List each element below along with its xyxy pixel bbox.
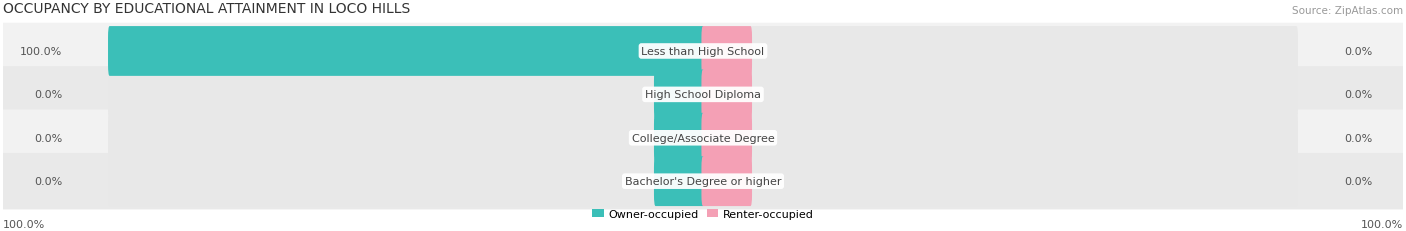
Text: 100.0%: 100.0% [3,219,45,229]
Text: 0.0%: 0.0% [1344,90,1372,100]
Text: Bachelor's Degree or higher: Bachelor's Degree or higher [624,176,782,186]
Text: High School Diploma: High School Diploma [645,90,761,100]
FancyBboxPatch shape [108,157,704,206]
Text: 0.0%: 0.0% [34,176,62,186]
FancyBboxPatch shape [702,70,1298,120]
FancyBboxPatch shape [654,113,704,163]
FancyBboxPatch shape [3,110,1403,166]
Text: 0.0%: 0.0% [1344,133,1372,143]
Text: 0.0%: 0.0% [34,90,62,100]
Legend: Owner-occupied, Renter-occupied: Owner-occupied, Renter-occupied [588,205,818,224]
Text: 0.0%: 0.0% [1344,176,1372,186]
Text: 100.0%: 100.0% [1361,219,1403,229]
FancyBboxPatch shape [108,27,704,76]
Text: 100.0%: 100.0% [20,47,62,57]
Text: Less than High School: Less than High School [641,47,765,57]
FancyBboxPatch shape [654,70,704,120]
FancyBboxPatch shape [108,70,704,120]
FancyBboxPatch shape [702,157,1298,206]
Text: Source: ZipAtlas.com: Source: ZipAtlas.com [1292,6,1403,16]
FancyBboxPatch shape [702,27,1298,76]
Text: College/Associate Degree: College/Associate Degree [631,133,775,143]
FancyBboxPatch shape [3,153,1403,210]
FancyBboxPatch shape [108,113,704,163]
FancyBboxPatch shape [108,27,704,76]
Text: 0.0%: 0.0% [1344,47,1372,57]
FancyBboxPatch shape [702,70,752,120]
FancyBboxPatch shape [702,113,1298,163]
FancyBboxPatch shape [654,157,704,206]
FancyBboxPatch shape [702,113,752,163]
FancyBboxPatch shape [702,157,752,206]
FancyBboxPatch shape [3,24,1403,80]
FancyBboxPatch shape [702,27,752,76]
FancyBboxPatch shape [3,67,1403,123]
Text: 0.0%: 0.0% [34,133,62,143]
Text: OCCUPANCY BY EDUCATIONAL ATTAINMENT IN LOCO HILLS: OCCUPANCY BY EDUCATIONAL ATTAINMENT IN L… [3,2,411,16]
